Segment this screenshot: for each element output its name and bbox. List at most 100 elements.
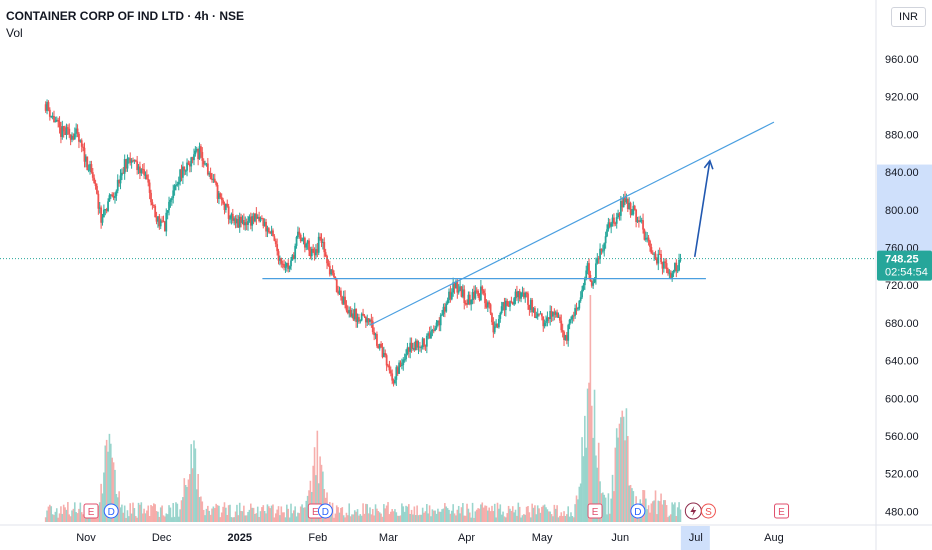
candle-body <box>82 146 85 148</box>
rising-trendline <box>370 121 775 326</box>
candle-body <box>614 223 617 225</box>
candle-body <box>141 168 144 170</box>
candle-body <box>62 126 65 132</box>
candle-body <box>55 119 58 122</box>
volume-bar <box>604 497 607 522</box>
volume-indicator-label[interactable]: Vol <box>6 26 23 40</box>
candle-body <box>238 216 241 228</box>
volume-bar <box>165 513 168 522</box>
volume-bar <box>664 500 667 522</box>
candle-body <box>94 183 97 187</box>
candle-body <box>276 244 279 252</box>
y-tick-label: 600.00 <box>885 393 919 405</box>
dividend-event-letter: D <box>108 507 115 518</box>
volume-bar <box>624 440 626 522</box>
volume-bar <box>168 505 170 522</box>
volume-bar <box>657 500 660 522</box>
symbol-title[interactable]: CONTAINER CORP OF IND LTD · 4h · NSE <box>6 9 245 23</box>
candle-body <box>68 128 71 135</box>
volume-bar <box>302 507 305 522</box>
candle-body <box>406 347 409 355</box>
volume-bar <box>298 513 301 522</box>
volume-bar <box>261 507 263 522</box>
candle-body <box>662 261 665 269</box>
candle-body <box>402 359 405 366</box>
volume-bar <box>511 506 514 522</box>
candle-body <box>407 347 410 352</box>
volume-bar <box>304 507 306 522</box>
volume-bar <box>286 504 288 522</box>
candle-body <box>536 313 539 317</box>
candle-body <box>161 220 164 222</box>
candle-body <box>488 302 491 305</box>
candle-body <box>464 302 467 304</box>
projection-arrowhead <box>703 159 714 170</box>
volume-bar <box>274 513 277 522</box>
volume-bar <box>561 515 564 522</box>
candle-body <box>642 220 644 230</box>
volume-bar <box>200 496 202 522</box>
volume-bar <box>543 504 546 522</box>
candle-body <box>545 321 547 323</box>
volume-bar <box>423 512 425 522</box>
candle-body <box>184 170 187 172</box>
volume-bar <box>164 516 166 522</box>
volume-bar <box>448 509 450 522</box>
projection-arrow <box>693 160 711 258</box>
volume-bar <box>622 416 625 522</box>
volume-bar <box>500 514 503 522</box>
candle-body <box>664 261 667 264</box>
candle-body <box>550 311 553 317</box>
volume-bar <box>53 514 55 522</box>
volume-bar <box>49 504 51 522</box>
volume-bar <box>313 447 316 522</box>
volume-bar <box>82 514 84 522</box>
candle-body <box>123 159 126 174</box>
volume-bar <box>392 511 395 522</box>
candle-body <box>342 296 345 304</box>
volume-bar <box>299 506 302 522</box>
candle-body <box>546 317 549 322</box>
volume-bar <box>631 488 633 522</box>
candle-body <box>443 306 446 312</box>
candle-body <box>188 164 191 167</box>
candle-body <box>564 335 567 341</box>
volume-bar <box>628 485 630 522</box>
candle-body <box>346 310 349 314</box>
candle-body <box>290 260 292 267</box>
bar-countdown: 02:54:54 <box>885 267 928 279</box>
volume-bar <box>678 502 680 522</box>
candle-body <box>503 302 506 311</box>
volume-bar <box>480 504 482 522</box>
candle-body <box>352 313 355 320</box>
volume-bar <box>607 493 610 522</box>
candle-body <box>527 293 529 305</box>
candle-body <box>242 220 245 226</box>
currency-button[interactable]: INR <box>891 7 926 27</box>
volume-bar <box>674 502 676 522</box>
candle-body <box>104 209 107 211</box>
volume-bar <box>177 516 180 522</box>
volume-bar <box>435 513 438 522</box>
x-tick-label: Apr <box>458 532 475 544</box>
candle-body <box>371 321 374 333</box>
candle-body <box>603 243 606 251</box>
candle-body <box>58 121 61 128</box>
volume-bar <box>194 448 197 522</box>
volume-bar <box>241 511 244 522</box>
candle-body <box>366 318 369 323</box>
candle-body <box>186 162 188 171</box>
candle-body <box>291 255 294 261</box>
volume-bar <box>290 503 292 522</box>
volume-bar <box>243 505 245 522</box>
volume-bar <box>105 439 108 522</box>
candle-body <box>668 272 671 274</box>
volume-bar <box>141 513 144 522</box>
y-tick-label: 480.00 <box>885 506 919 518</box>
dividend-event-letter: D <box>634 507 641 518</box>
candle-body <box>177 181 180 185</box>
candle-body <box>557 316 560 318</box>
volume-bar <box>417 515 420 522</box>
volume-bar <box>130 513 133 522</box>
